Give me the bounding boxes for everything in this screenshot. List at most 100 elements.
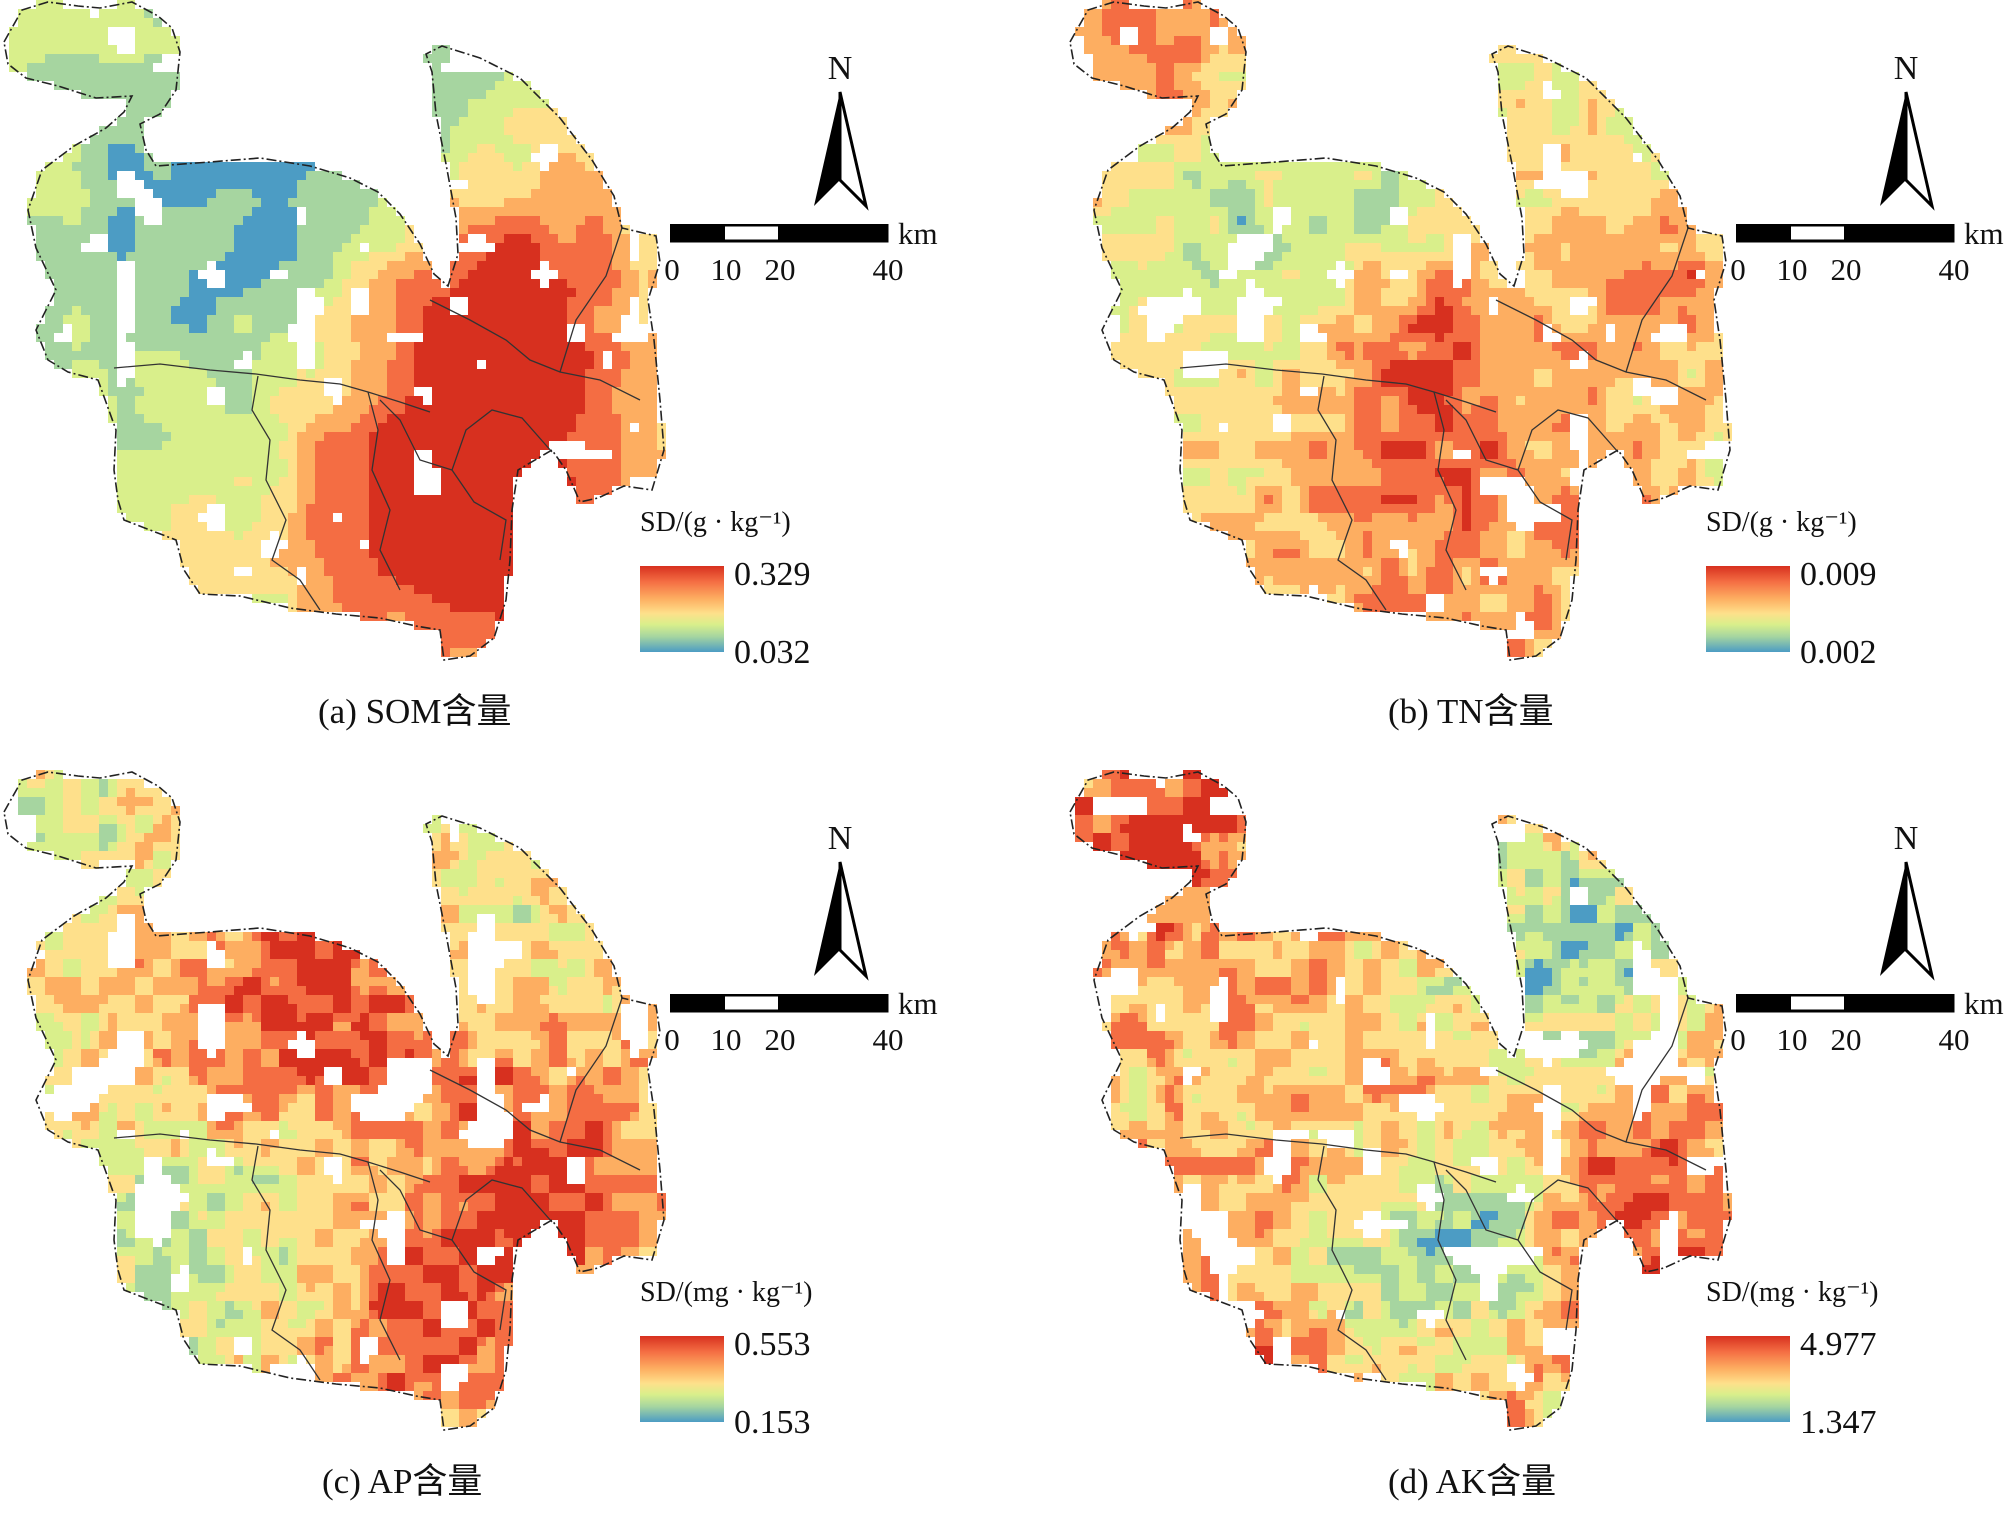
raster-cell xyxy=(1228,198,1237,207)
raster-cell xyxy=(225,216,234,225)
raster-cell xyxy=(1687,351,1696,360)
raster-cell xyxy=(639,423,648,432)
raster-cell xyxy=(369,504,378,513)
raster-cell xyxy=(459,225,468,234)
raster-cell xyxy=(1426,342,1435,351)
raster-cell xyxy=(1219,216,1228,225)
raster-cell xyxy=(144,324,153,333)
raster-cell xyxy=(1516,81,1525,90)
raster-cell xyxy=(1156,351,1165,360)
raster-cell xyxy=(549,279,558,288)
raster-cell xyxy=(1138,162,1147,171)
raster-cell xyxy=(1678,414,1687,423)
raster-cell xyxy=(1237,216,1246,225)
raster-cell xyxy=(1498,54,1507,63)
raster-cell xyxy=(414,495,423,504)
raster-cell xyxy=(1273,243,1282,252)
raster-cell xyxy=(153,522,162,531)
raster-cell xyxy=(189,180,198,189)
raster-cell xyxy=(486,540,495,549)
raster-cell xyxy=(1255,270,1264,279)
raster-cell xyxy=(108,315,117,324)
raster-cell xyxy=(333,495,342,504)
raster-cell xyxy=(1192,108,1201,117)
raster-cell xyxy=(468,261,477,270)
raster-cell xyxy=(1120,306,1129,315)
raster-cell xyxy=(1705,243,1714,252)
raster-cell xyxy=(279,441,288,450)
scale-tick-40: 40 xyxy=(858,254,918,285)
raster-cell xyxy=(1525,81,1534,90)
raster-cell xyxy=(1399,324,1408,333)
raster-cell xyxy=(621,279,630,288)
raster-cell xyxy=(549,252,558,261)
raster-cell xyxy=(612,225,621,234)
raster-cell xyxy=(567,162,576,171)
raster-cell xyxy=(261,414,270,423)
raster-cell xyxy=(225,405,234,414)
raster-cell xyxy=(207,549,216,558)
raster-cell xyxy=(306,216,315,225)
raster-cell xyxy=(486,144,495,153)
raster-cell xyxy=(441,90,450,99)
raster-cell xyxy=(1345,279,1354,288)
raster-cell xyxy=(99,288,108,297)
raster-cell xyxy=(1444,306,1453,315)
raster-cell xyxy=(1516,360,1525,369)
raster-cell xyxy=(180,396,189,405)
raster-cell xyxy=(1165,45,1174,54)
raster-cell xyxy=(1102,18,1111,27)
raster-cell xyxy=(1129,45,1138,54)
raster-cell xyxy=(333,450,342,459)
raster-cell xyxy=(324,225,333,234)
raster-cell xyxy=(1579,90,1588,99)
raster-cell xyxy=(1561,396,1570,405)
raster-cell xyxy=(540,324,549,333)
raster-cell xyxy=(1174,72,1183,81)
map-tn xyxy=(1066,0,1766,680)
raster-cell xyxy=(351,567,360,576)
raster-cell xyxy=(189,198,198,207)
raster-cell xyxy=(423,54,432,63)
raster-cell xyxy=(468,288,477,297)
raster-cell xyxy=(1282,180,1291,189)
raster-cell xyxy=(1516,153,1525,162)
raster-cell xyxy=(405,594,414,603)
raster-cell xyxy=(1570,135,1579,144)
raster-cell xyxy=(450,432,459,441)
raster-cell xyxy=(117,450,126,459)
raster-cell xyxy=(468,396,477,405)
raster-cell xyxy=(639,378,648,387)
raster-cell xyxy=(171,234,180,243)
raster-cell xyxy=(1714,387,1723,396)
raster-cell xyxy=(1201,45,1210,54)
raster-cell xyxy=(261,234,270,243)
raster-cell xyxy=(495,549,504,558)
raster-cell xyxy=(405,387,414,396)
raster-cell xyxy=(45,45,54,54)
raster-cell xyxy=(90,216,99,225)
raster-cell xyxy=(1381,387,1390,396)
raster-cell xyxy=(513,279,522,288)
raster-cell xyxy=(324,477,333,486)
raster-cell xyxy=(486,378,495,387)
raster-cell xyxy=(459,585,468,594)
raster-cell xyxy=(1525,387,1534,396)
raster-cell xyxy=(1210,162,1219,171)
raster-cell xyxy=(324,585,333,594)
raster-cell xyxy=(567,459,576,468)
raster-cell xyxy=(1237,72,1246,81)
raster-cell xyxy=(153,180,162,189)
raster-cell xyxy=(504,225,513,234)
raster-cell xyxy=(180,252,189,261)
raster-cell xyxy=(171,315,180,324)
raster-cell xyxy=(1318,216,1327,225)
raster-cell xyxy=(369,567,378,576)
raster-cell xyxy=(342,180,351,189)
raster-cell xyxy=(1300,315,1309,324)
raster-cell xyxy=(360,531,369,540)
raster-cell xyxy=(1660,180,1669,189)
raster-cell xyxy=(405,369,414,378)
raster-cell xyxy=(1255,198,1264,207)
raster-cell xyxy=(378,477,387,486)
